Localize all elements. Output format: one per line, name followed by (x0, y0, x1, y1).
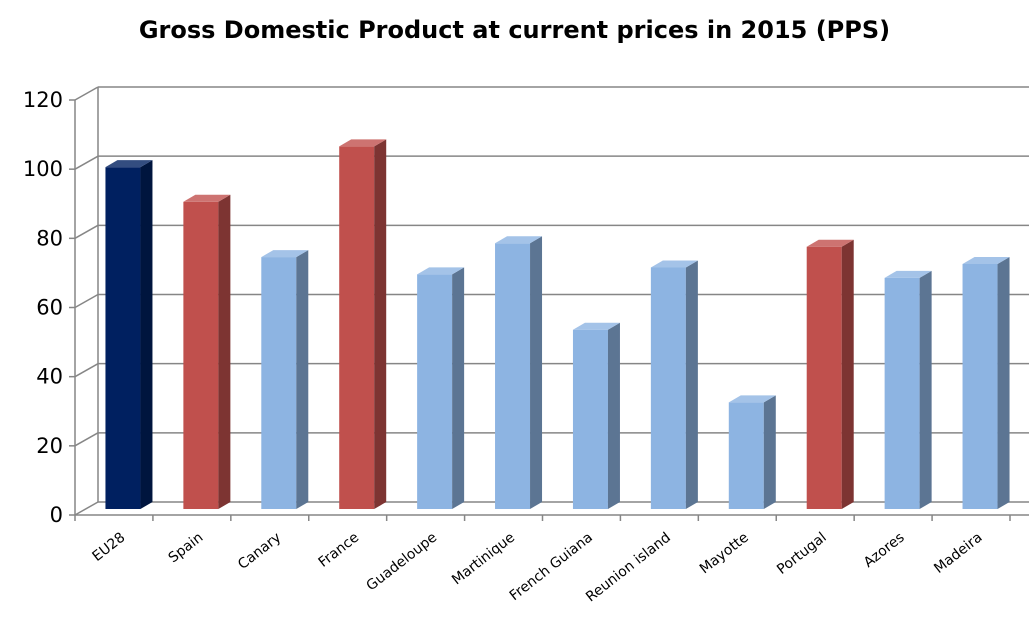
bar-top (572, 322, 620, 330)
bar-side (374, 139, 387, 509)
bar (572, 329, 608, 509)
x-tick-label: Azores (861, 530, 908, 571)
bar (183, 201, 219, 509)
bar-side (140, 160, 153, 509)
y-tick-label: 100 (23, 157, 63, 181)
gridline-side (74, 86, 99, 101)
y-tick-label: 60 (36, 296, 63, 320)
bar-top (884, 270, 932, 278)
gridline-side (74, 293, 99, 309)
bar-side (685, 260, 698, 509)
x-tick-label: Madeira (931, 530, 985, 577)
x-tick-label: Portugal (774, 530, 830, 578)
bar (339, 146, 375, 509)
bar (728, 402, 764, 509)
bar (261, 257, 297, 509)
x-tick-label: Martinique (449, 530, 518, 589)
bar-side (296, 250, 309, 510)
y-tick-label: 20 (36, 434, 63, 458)
bar-side (452, 267, 465, 509)
bar-top (806, 239, 854, 247)
bar-side (997, 257, 1010, 509)
x-tick-label: France (316, 530, 363, 571)
y-tick-label: 0 (50, 503, 63, 527)
bar (105, 167, 141, 509)
y-tick-label: 120 (23, 88, 63, 112)
gridline-side (74, 224, 99, 239)
bar (650, 267, 686, 509)
gridline-side (74, 432, 99, 447)
bar-side (607, 322, 620, 509)
bar-side (919, 270, 932, 509)
bar-top (728, 395, 776, 403)
y-tick-label: 40 (36, 365, 63, 389)
x-tick-label: Mayotte (697, 530, 752, 578)
bar (962, 264, 998, 509)
x-tick-label: Guadeloupe (364, 530, 441, 595)
bar-top (650, 260, 698, 268)
bar (806, 246, 842, 510)
bar-top (339, 139, 387, 147)
chart-title: Gross Domestic Product at current prices… (138, 16, 891, 44)
bar-side (218, 194, 231, 509)
bar-side (530, 236, 543, 509)
bar-side (763, 395, 776, 509)
bar-side (841, 239, 854, 510)
bar-top (417, 267, 465, 275)
y-tick-label: 80 (36, 226, 63, 250)
bar (495, 243, 531, 509)
gridline-side (74, 363, 99, 378)
x-tick-label: Reunion island (583, 530, 674, 606)
bar-top (261, 250, 309, 258)
bar-top (495, 236, 543, 244)
bar (884, 277, 920, 509)
x-tick-label: Canary (235, 530, 284, 573)
x-tick-label: Spain (166, 530, 207, 567)
bar-top (105, 160, 153, 168)
bar-top (962, 257, 1010, 264)
gridline-side (74, 501, 99, 516)
bar (417, 274, 453, 509)
bar-top (183, 194, 231, 202)
gridline-side (74, 155, 99, 170)
x-tick-label: EU28 (89, 530, 128, 565)
